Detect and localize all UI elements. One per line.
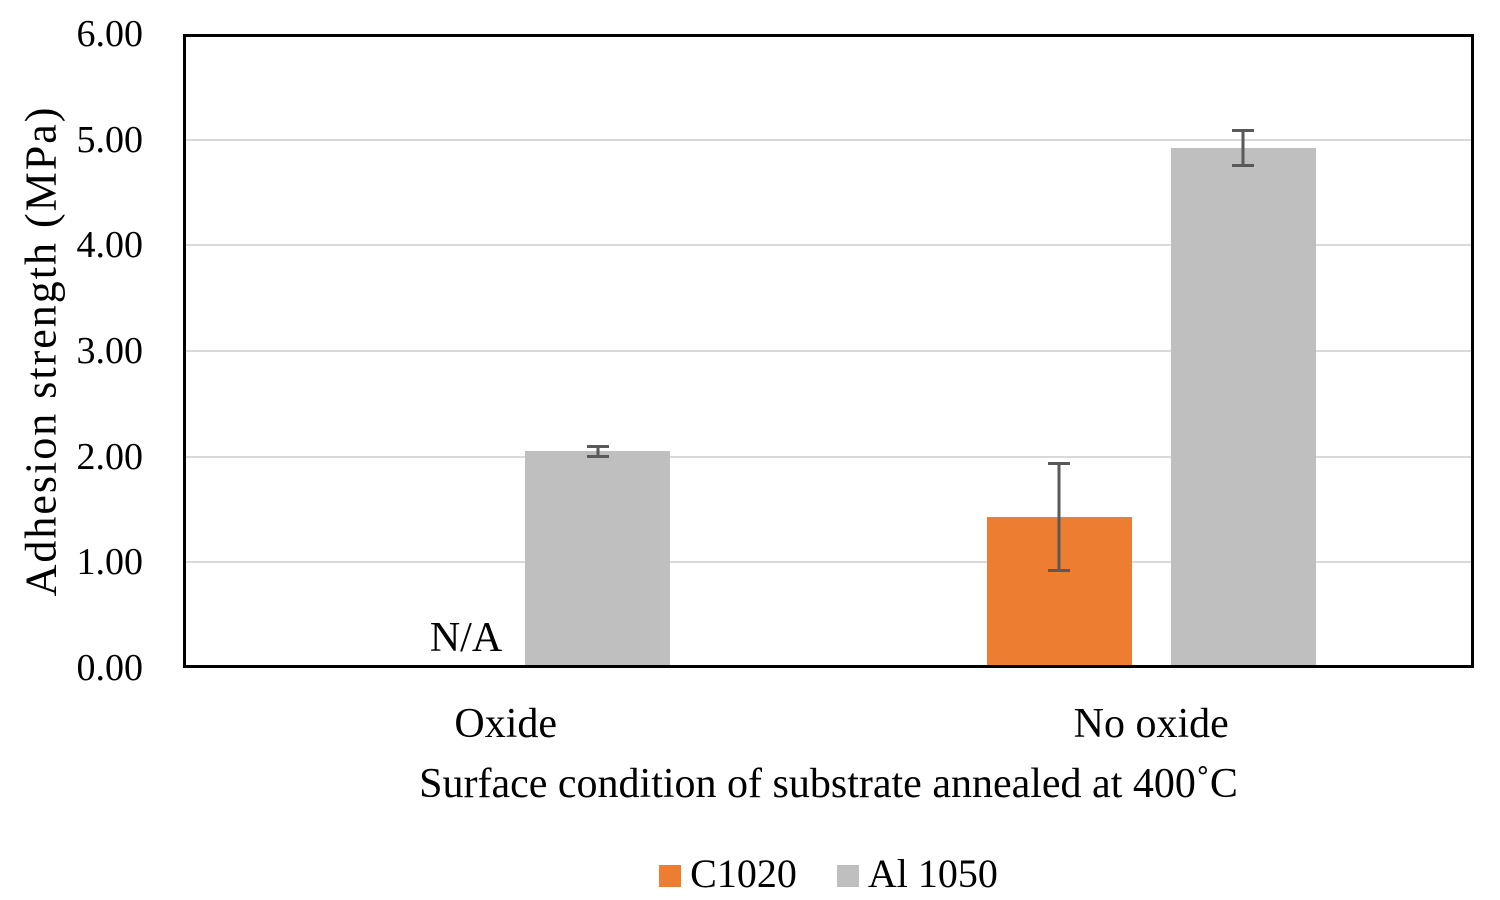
- plot-area: N/A: [183, 34, 1474, 668]
- error-bar-c1020-no-oxide: [1048, 461, 1071, 572]
- bar-al-1050-no-oxide: [1170, 148, 1316, 668]
- error-bar-cap: [1232, 164, 1255, 168]
- error-bar-cap: [586, 454, 609, 458]
- gridline-4: [183, 244, 1474, 247]
- legend: C1020 Al 1050: [183, 850, 1474, 897]
- y-tick-label-6-00: 6.00: [76, 13, 144, 55]
- y-axis-title: Adhesion strength (MPa): [16, 105, 66, 597]
- gridline-2: [183, 455, 1474, 458]
- y-tick-label-2-00: 2.00: [76, 435, 144, 478]
- error-bar-cap: [1232, 129, 1255, 133]
- legend-label-al-1050: Al 1050: [867, 851, 998, 896]
- gridline-5: [183, 138, 1474, 141]
- error-bar-al-1050-oxide: [586, 445, 609, 458]
- bar-al-1050-oxide: [525, 451, 671, 668]
- error-bar-al-1050-no-oxide: [1232, 129, 1255, 168]
- na-label-c1020-oxide: N/A: [429, 615, 503, 661]
- error-bar-line: [1057, 461, 1061, 572]
- x-category-label-no-oxide: No oxide: [1073, 701, 1229, 747]
- y-tick-label-5-00: 5.00: [76, 118, 144, 161]
- y-tick-label-3-00: 3.00: [76, 330, 144, 372]
- error-bar-cap: [1048, 461, 1071, 465]
- x-category-label-oxide: Oxide: [454, 701, 558, 747]
- y-tick-label-4-00: 4.00: [76, 224, 144, 267]
- error-bar-line: [596, 445, 600, 458]
- legend-item-c1020: C1020: [659, 850, 797, 897]
- error-bar-cap: [1048, 568, 1071, 572]
- legend-label-c1020: C1020: [690, 851, 797, 896]
- y-tick-label-1-00: 1.00: [76, 541, 144, 584]
- gridline-3: [183, 350, 1474, 352]
- y-tick-label-0-00: 0.00: [76, 647, 144, 689]
- gridline-1: [183, 561, 1474, 564]
- legend-swatch-c1020: [659, 864, 682, 887]
- x-axis-title: Surface condition of substrate annealed …: [419, 761, 1238, 807]
- error-bar-line: [1241, 129, 1245, 168]
- legend-item-al-1050: Al 1050: [836, 850, 998, 897]
- legend-swatch-al-1050: [836, 864, 859, 887]
- error-bar-cap: [586, 445, 609, 449]
